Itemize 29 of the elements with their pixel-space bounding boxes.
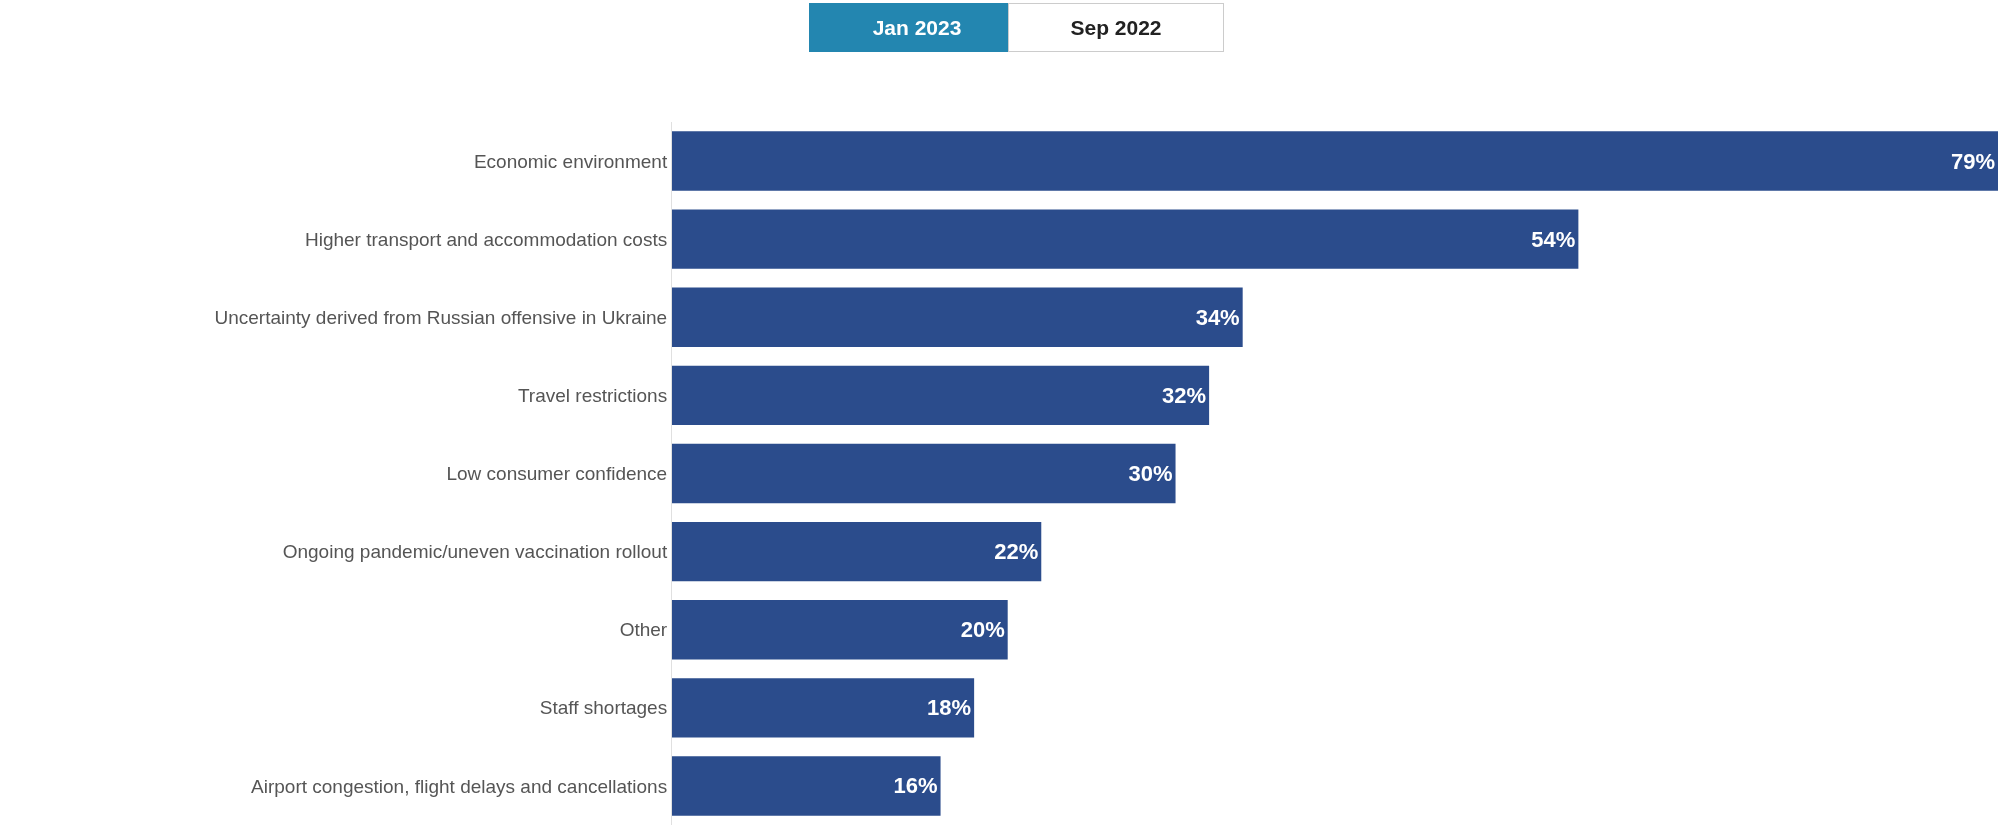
data-label: 32% [1162, 382, 1207, 408]
bar [672, 365, 1210, 426]
y-tick-label: Low consumer confidence [446, 463, 668, 485]
bar [672, 678, 975, 738]
data-label: 20% [960, 617, 1005, 643]
y-tick-label: Travel restrictions [517, 385, 668, 407]
bar [672, 756, 941, 816]
y-tick-label: Airport congestion, flight delays and cancellations [251, 775, 668, 797]
data-label: 18% [927, 695, 972, 721]
data-label: 34% [1195, 304, 1240, 330]
text: Sep 2022 [1070, 16, 1162, 39]
y-tick-label: Staff shortages [539, 697, 668, 719]
bar [672, 287, 1243, 347]
y-tick-label: Uncertainty derived from Russian offensive in Ukraine [214, 306, 668, 328]
bar [672, 600, 1008, 660]
data-label: 30% [1128, 461, 1173, 486]
y-tick-label: Higher transport and accommodation costs [304, 228, 668, 250]
data-label: 16% [893, 773, 938, 799]
bar [672, 131, 1998, 191]
y-tick-label: Other [619, 619, 668, 641]
y-tick-label: Ongoing pandemic/uneven vaccination rollout [282, 541, 668, 563]
data-label: 22% [994, 539, 1039, 565]
bar [672, 443, 1176, 504]
y-tick-label: Economic environment [473, 150, 668, 172]
bar [672, 521, 1042, 582]
data-label: 54% [1531, 226, 1576, 252]
text: Jan 2023 [872, 16, 962, 39]
bar [672, 209, 1579, 269]
data-label: 79% [1950, 148, 1995, 174]
